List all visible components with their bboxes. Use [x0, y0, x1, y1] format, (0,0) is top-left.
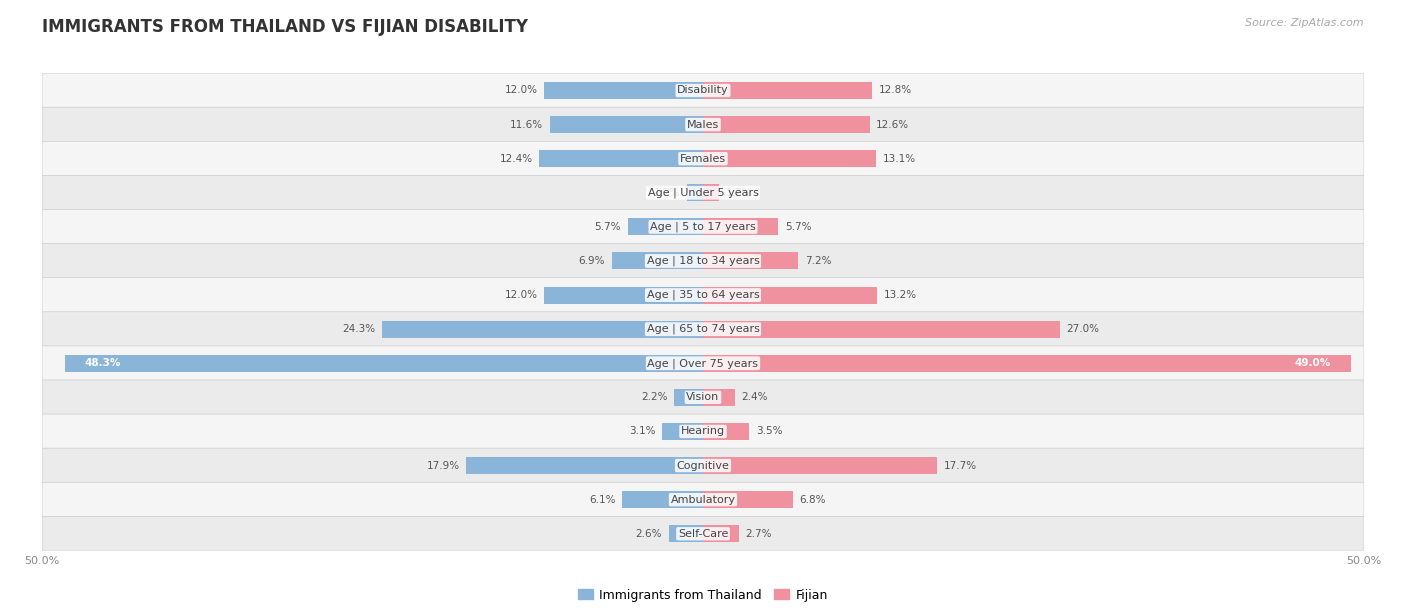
Bar	[703, 218, 779, 236]
Bar	[544, 286, 703, 304]
Bar	[703, 355, 1351, 371]
Text: Males: Males	[688, 119, 718, 130]
Text: Age | 65 to 74 years: Age | 65 to 74 years	[647, 324, 759, 334]
FancyBboxPatch shape	[42, 346, 1364, 381]
Text: Vision: Vision	[686, 392, 720, 402]
FancyBboxPatch shape	[42, 176, 1364, 210]
Text: 7.2%: 7.2%	[804, 256, 831, 266]
Text: 12.0%: 12.0%	[505, 290, 537, 300]
Text: Age | 35 to 64 years: Age | 35 to 64 years	[647, 290, 759, 300]
Text: 2.4%: 2.4%	[741, 392, 768, 402]
FancyBboxPatch shape	[42, 244, 1364, 278]
Text: 2.2%: 2.2%	[641, 392, 668, 402]
Bar	[467, 457, 703, 474]
FancyBboxPatch shape	[42, 209, 1364, 244]
Text: IMMIGRANTS FROM THAILAND VS FIJIAN DISABILITY: IMMIGRANTS FROM THAILAND VS FIJIAN DISAB…	[42, 18, 529, 36]
Bar	[703, 286, 877, 304]
Bar	[662, 423, 703, 440]
Text: Self-Care: Self-Care	[678, 529, 728, 539]
Text: 13.1%: 13.1%	[883, 154, 915, 163]
FancyBboxPatch shape	[42, 414, 1364, 449]
Text: 12.8%: 12.8%	[879, 86, 912, 95]
Bar	[544, 82, 703, 99]
Text: 2.6%: 2.6%	[636, 529, 662, 539]
Text: Ambulatory: Ambulatory	[671, 494, 735, 505]
Text: 49.0%: 49.0%	[1295, 358, 1330, 368]
Bar	[550, 116, 703, 133]
FancyBboxPatch shape	[42, 380, 1364, 415]
Text: 5.7%: 5.7%	[785, 222, 811, 232]
Bar	[688, 184, 703, 201]
Bar	[703, 457, 936, 474]
Bar	[673, 389, 703, 406]
Text: 12.0%: 12.0%	[505, 86, 537, 95]
Text: 17.9%: 17.9%	[426, 461, 460, 471]
FancyBboxPatch shape	[42, 141, 1364, 176]
Bar	[703, 389, 735, 406]
FancyBboxPatch shape	[42, 517, 1364, 551]
Text: Source: ZipAtlas.com: Source: ZipAtlas.com	[1246, 18, 1364, 28]
Text: Age | Under 5 years: Age | Under 5 years	[648, 187, 758, 198]
Text: 3.1%: 3.1%	[628, 427, 655, 436]
FancyBboxPatch shape	[42, 73, 1364, 108]
Text: 6.1%: 6.1%	[589, 494, 616, 505]
Bar	[703, 116, 869, 133]
Text: 17.7%: 17.7%	[943, 461, 977, 471]
Text: 3.5%: 3.5%	[756, 427, 782, 436]
FancyBboxPatch shape	[42, 448, 1364, 483]
Bar	[703, 82, 872, 99]
Text: 12.4%: 12.4%	[499, 154, 533, 163]
FancyBboxPatch shape	[42, 312, 1364, 346]
Text: 24.3%: 24.3%	[342, 324, 375, 334]
Bar	[703, 525, 738, 542]
Bar	[382, 321, 703, 338]
Bar	[65, 355, 703, 371]
Bar	[623, 491, 703, 508]
Text: Disability: Disability	[678, 86, 728, 95]
Bar	[612, 252, 703, 269]
Text: Age | 18 to 34 years: Age | 18 to 34 years	[647, 256, 759, 266]
Bar	[538, 150, 703, 167]
Text: 13.2%: 13.2%	[884, 290, 917, 300]
Text: Age | 5 to 17 years: Age | 5 to 17 years	[650, 222, 756, 232]
Bar	[669, 525, 703, 542]
Text: 48.3%: 48.3%	[84, 358, 121, 368]
Bar	[703, 491, 793, 508]
FancyBboxPatch shape	[42, 482, 1364, 517]
Bar	[627, 218, 703, 236]
Text: Age | Over 75 years: Age | Over 75 years	[648, 358, 758, 368]
Text: 12.6%: 12.6%	[876, 119, 910, 130]
Text: 6.9%: 6.9%	[579, 256, 605, 266]
Text: 11.6%: 11.6%	[510, 119, 543, 130]
Text: Cognitive: Cognitive	[676, 461, 730, 471]
Text: 2.7%: 2.7%	[745, 529, 772, 539]
Bar	[703, 321, 1060, 338]
Text: 6.8%: 6.8%	[800, 494, 825, 505]
Text: Females: Females	[681, 154, 725, 163]
Bar	[703, 150, 876, 167]
FancyBboxPatch shape	[42, 278, 1364, 313]
Text: 27.0%: 27.0%	[1066, 324, 1099, 334]
Bar	[703, 252, 799, 269]
Text: 5.7%: 5.7%	[595, 222, 621, 232]
Bar	[703, 184, 718, 201]
Text: 1.2%: 1.2%	[654, 188, 681, 198]
Text: Hearing: Hearing	[681, 427, 725, 436]
Bar	[703, 423, 749, 440]
Text: 1.2%: 1.2%	[725, 188, 752, 198]
Legend: Immigrants from Thailand, Fijian: Immigrants from Thailand, Fijian	[574, 584, 832, 606]
FancyBboxPatch shape	[42, 107, 1364, 142]
